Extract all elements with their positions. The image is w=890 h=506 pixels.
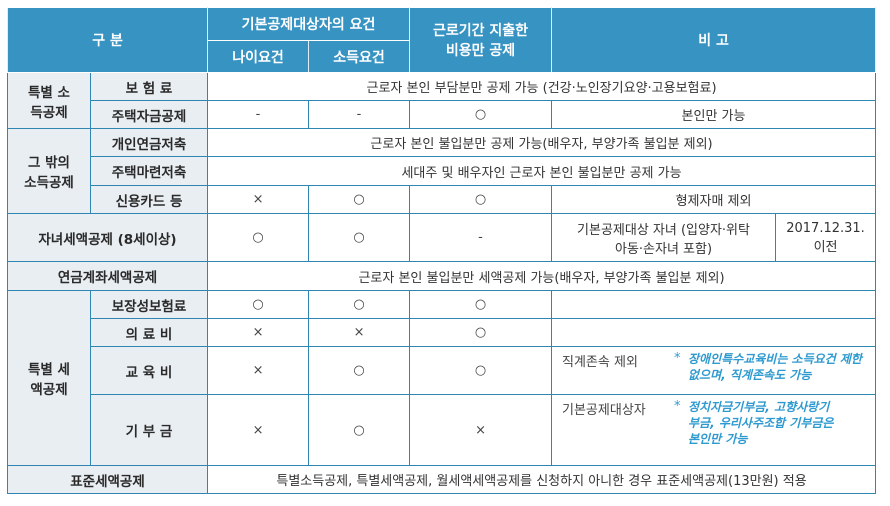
- period-cell: ○: [409, 318, 553, 347]
- age-cell: -: [207, 100, 310, 129]
- footnote: 정치자금기부금, 고향사랑기부금, 우리사주조합 기부금은 본인만 가능: [688, 400, 834, 446]
- row-note: 기본공제대상자 * 정치자금기부금, 고향사랑기부금, 우리사주조합 기부금은 …: [551, 394, 877, 466]
- table-row: 교 육 비 × ○ ○ 직계존속 제외 * 장애인특수교육비는 소득요건 제한 …: [8, 346, 877, 395]
- age-cell: ×: [207, 318, 310, 347]
- deduction-requirements-table: 구 분 기본공제대상자의 요건 근로기간 지출한 비용만 공제 비 고 나이요건…: [6, 7, 877, 494]
- row-label: 보 험 료: [89, 72, 209, 101]
- row-note: 형제자매 제외: [551, 185, 877, 214]
- table-row: 연금계좌세액공제 근로자 본인 불입분만 세액공제 가능(배우자, 부양가족 불…: [6, 261, 877, 291]
- income-cell: ○: [308, 346, 411, 395]
- table-row: 주택마련저축 세대주 및 배우자인 근로자 본인 불입분만 공제 가능: [8, 156, 877, 186]
- row-label: 신용카드 등: [89, 185, 209, 214]
- period-cell: -: [409, 213, 553, 262]
- age-cell: ×: [207, 346, 310, 395]
- row-label: 교 육 비: [89, 346, 209, 395]
- row-label: 의 료 비: [89, 318, 209, 347]
- table-row: 주택자금공제 - - ○ 본인만 가능: [8, 100, 877, 129]
- row-label: 개인연금저축: [89, 128, 209, 157]
- row-note: 직계존속 제외 * 장애인특수교육비는 소득요건 제한 없으며, 직계존속도 가…: [551, 346, 877, 395]
- table-row: 특별 세액공제 보장성보험료 ○ ○ ○: [7, 290, 877, 466]
- age-cell: ○: [207, 213, 310, 262]
- table-row: 특별 소득공제 보 험 료 근로자 본인 부담분만 공제 가능 (건강·노인장기…: [7, 72, 877, 129]
- period-cell: ○: [409, 346, 553, 395]
- period-cell: ○: [409, 185, 553, 214]
- row-label: 자녀세액공제 (8세이상): [6, 213, 209, 262]
- header-income: 소득요건: [308, 40, 411, 73]
- table-row: 자녀세액공제 (8세이상) ○ ○ - 기본공제대상 자녀 (입양자·위탁아동·…: [6, 213, 877, 262]
- footnote: 장애인특수교육비는 소득요건 제한 없으며, 직계존속도 가능: [688, 352, 862, 382]
- row-label: 연금계좌세액공제: [6, 261, 209, 291]
- period-cell: ○: [409, 100, 553, 129]
- income-cell: ○: [308, 290, 411, 319]
- row-label: 보장성보험료: [89, 290, 209, 319]
- income-cell: ○: [308, 213, 411, 262]
- row-label: 주택마련저축: [89, 156, 209, 186]
- header-age: 나이요건: [207, 40, 310, 73]
- group-other-income: 그 밖의 소득공제: [7, 128, 91, 214]
- row-label: 주택자금공제: [89, 100, 209, 129]
- table-row: 그 밖의 소득공제 개인연금저축 근로자 본인 불입분만 공제 가능(배우자, …: [7, 128, 877, 214]
- row-note: 본인만 가능: [551, 100, 877, 129]
- asterisk: *: [674, 351, 681, 366]
- asterisk: *: [674, 399, 681, 414]
- row-label: 기 부 금: [89, 394, 209, 466]
- row-note: 세대주 및 배우자인 근로자 본인 불입분만 공제 가능: [207, 156, 877, 186]
- header-category: 구 분: [6, 7, 209, 73]
- age-cell: ×: [207, 185, 310, 214]
- income-cell: ○: [308, 394, 411, 466]
- income-cell: ×: [308, 318, 411, 347]
- row-note: 특별소득공제, 특별세액공제, 월세액세액공제를 신청하지 아니한 경우 표준세…: [207, 465, 877, 494]
- age-cell: ○: [207, 290, 310, 319]
- row-note: 근로자 본인 부담분만 공제 가능 (건강·노인장기요양·고용보험료): [207, 72, 877, 101]
- table-row: 신용카드 등 × ○ ○ 형제자매 제외: [8, 185, 877, 214]
- table-row: 의 료 비 × × ○: [8, 318, 877, 347]
- period-cell: ○: [409, 290, 553, 319]
- income-cell: ○: [308, 185, 411, 214]
- row-label: 표준세액공제: [6, 465, 209, 494]
- note-main: 직계존속 제외: [562, 355, 638, 370]
- income-cell: -: [308, 100, 411, 129]
- header-basic-requirements: 기본공제대상자의 요건: [207, 7, 411, 41]
- row-note-date: 2017.12.31. 이전: [775, 213, 877, 262]
- row-note: [551, 290, 877, 319]
- row-note: [551, 318, 877, 347]
- header-remarks: 비 고: [551, 7, 877, 73]
- table-row: 표준세액공제 특별소득공제, 특별세액공제, 월세액세액공제를 신청하지 아니한…: [6, 465, 877, 494]
- row-note: 기본공제대상 자녀 (입양자·위탁아동·손자녀 포함): [551, 213, 777, 262]
- table-row: 기 부 금 × ○ × 기본공제대상자 * 정치자금기부금, 고향사랑기부금, …: [8, 394, 877, 466]
- header-period-expense: 근로기간 지출한 비용만 공제: [409, 7, 553, 73]
- group-special-tax: 특별 세액공제: [7, 290, 91, 466]
- period-cell: ×: [409, 394, 553, 466]
- note-main: 기본공제대상자: [562, 403, 646, 418]
- row-note: 근로자 본인 불입분만 세액공제 가능(배우자, 부양가족 불입분 제외): [207, 261, 877, 291]
- age-cell: ×: [207, 394, 310, 466]
- row-note: 근로자 본인 불입분만 공제 가능(배우자, 부양가족 불입분 제외): [207, 128, 877, 157]
- group-special-income: 특별 소득공제: [7, 72, 91, 129]
